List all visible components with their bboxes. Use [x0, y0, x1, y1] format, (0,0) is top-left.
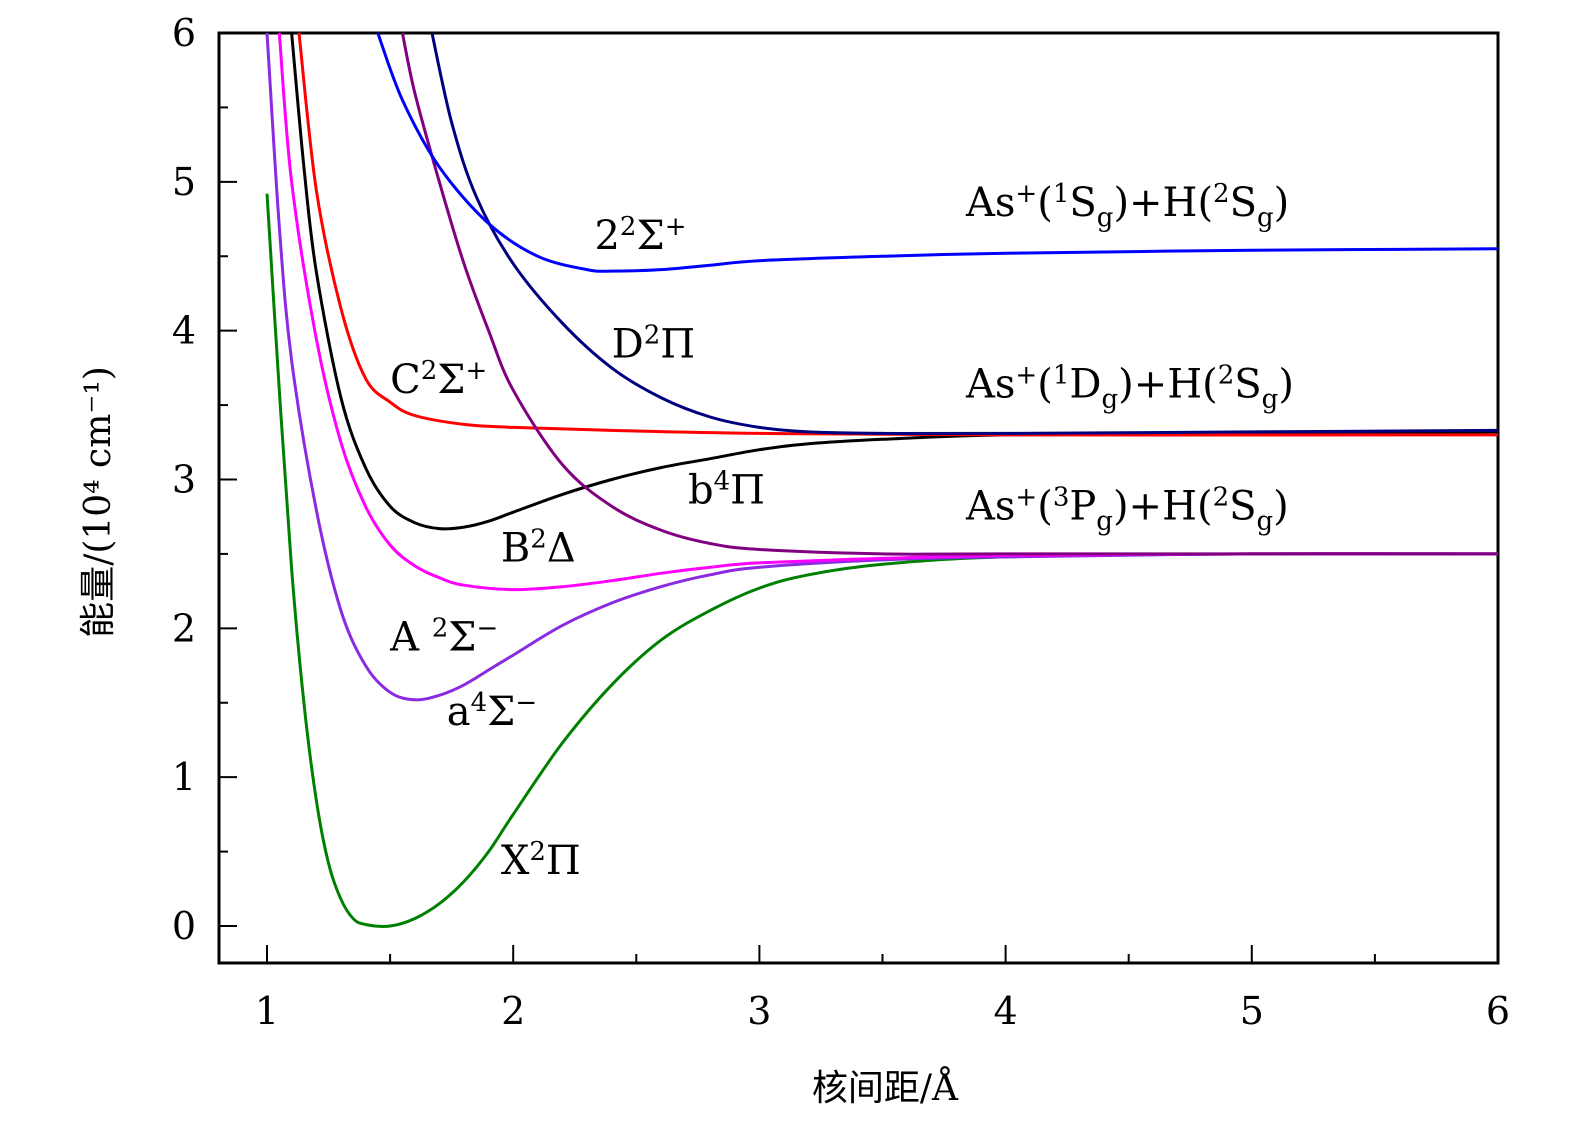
- y-tick-label: 2: [172, 606, 196, 650]
- state-label-Σ: A 2Σ−: [389, 614, 498, 661]
- x-tick-label: 6: [1486, 989, 1510, 1033]
- x-tick-label: 5: [1240, 989, 1264, 1033]
- state-label-Σ: C2Σ+: [390, 356, 487, 403]
- x-tick-label: 4: [994, 989, 1018, 1033]
- state-label-Π: X2Π: [501, 837, 581, 884]
- x-tick-label: 2: [501, 989, 525, 1033]
- asymptote-label-P: As+(3Pg)+H(2Sg): [965, 483, 1289, 537]
- y-axis-title: 能量/(10⁴ cm⁻¹): [78, 366, 119, 638]
- curve-b4Pi: [400, 33, 1498, 556]
- y-tick-label: 6: [172, 11, 196, 55]
- asymptote-label-S: As+(1Sg)+H(2Sg): [965, 179, 1289, 233]
- curve-2^2Sigma+: [376, 33, 1498, 273]
- curve-A2Sigma-: [277, 33, 1498, 592]
- curve-X2Pi: [265, 193, 1498, 928]
- y-tick-label: 0: [172, 904, 196, 948]
- curve-B2Delta: [290, 33, 1498, 531]
- y-tick-label: 1: [172, 755, 196, 799]
- x-tick-label: 3: [747, 989, 771, 1033]
- state-label-Σ: 22Σ+: [594, 212, 686, 259]
- x-tick-label: 1: [255, 989, 279, 1033]
- curve-a4Sigma-: [265, 33, 1498, 702]
- state-label-Δ: B2Δ: [501, 524, 576, 571]
- state-label-Π: b4Π: [688, 466, 765, 513]
- plot-frame: [217, 31, 1500, 965]
- y-tick-label: 3: [172, 458, 196, 502]
- state-label-Σ: a4Σ−: [447, 688, 537, 735]
- x-axis-title: 核间距/Å: [812, 1067, 959, 1109]
- y-tick-label: 4: [172, 309, 196, 353]
- asymptote-label-D: As+(1Dg)+H(2Sg): [965, 361, 1294, 415]
- y-tick-label: 5: [172, 160, 196, 204]
- curve-D2Pi: [430, 33, 1498, 436]
- state-label-Π: D2Π: [612, 320, 696, 367]
